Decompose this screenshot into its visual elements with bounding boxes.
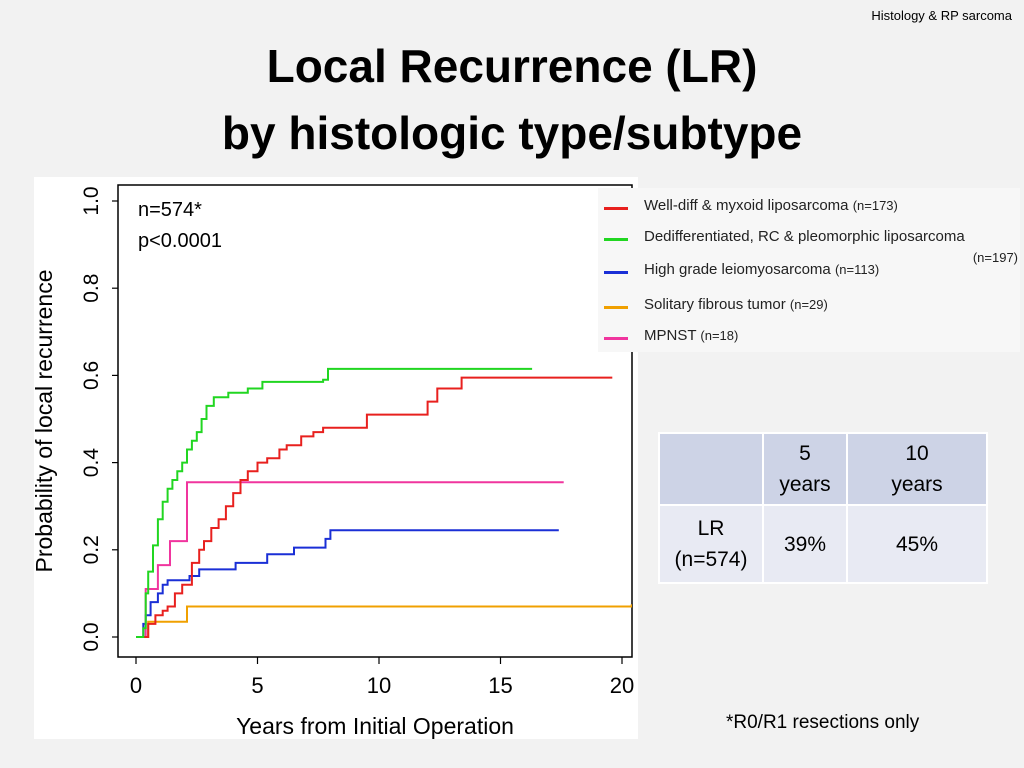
x-tick-label: 0 — [130, 673, 142, 698]
table-row: LR (n=574) 39% 45% — [658, 504, 988, 584]
legend-label: High grade leiomyosarcoma — [644, 261, 831, 278]
chart-annotation-n: n=574* — [138, 199, 202, 221]
legend-count: (n=18) — [700, 328, 739, 343]
x-tick-label: 5 — [251, 673, 263, 698]
y-tick-label: 1.0 — [80, 186, 103, 215]
slide-title-line1: Local Recurrence (LR) — [266, 40, 758, 92]
chart-background — [34, 177, 638, 739]
y-tick-label: 0.4 — [80, 448, 103, 478]
legend-count: (n=173) — [852, 198, 898, 213]
legend-label: Solitary fibrous tumor — [644, 296, 786, 313]
legend-count: (n=113) — [834, 262, 880, 277]
table-cell-5-years: 39% — [762, 504, 848, 584]
chart-annotation-p: p<0.0001 — [138, 230, 222, 252]
legend-count: (n=29) — [789, 297, 828, 312]
recurrence-chart: 0.0 0.2 0.4 0.6 0.8 1.0 0 5 10 15 20 n=574* p<0.0… — [34, 177, 638, 739]
slide-title-line2: by histologic type/subtype — [221, 107, 803, 159]
series-line-well-diff-myxoid-liposarcoma — [136, 376, 613, 638]
slide-corner-label: Histology & RP sarcoma — [871, 8, 1012, 23]
series-line-dedifferentiated-rc-pleomorphic-liposarcoma — [136, 367, 533, 638]
legend-swatch — [604, 207, 628, 210]
y-tick-label: 0.8 — [80, 274, 103, 303]
x-tick-label: 10 — [367, 673, 391, 698]
legend-swatch — [604, 271, 628, 274]
legend-swatch — [604, 306, 628, 309]
table-header-10-years: 10 years — [846, 432, 988, 506]
y-axis-label: Probability of local recurrence — [34, 270, 57, 573]
footnote: *R0/R1 resections only — [726, 712, 920, 733]
y-tick-label: 0.2 — [80, 535, 103, 564]
table-header-empty — [658, 432, 764, 506]
plot-frame — [117, 184, 633, 658]
chart-legend: Well-diff & myxoid liposarcoma (n=173) D… — [598, 188, 1020, 352]
legend-swatch — [604, 238, 628, 241]
legend-swatch — [604, 337, 628, 340]
series-line-high-grade-leiomyosarcoma — [136, 529, 559, 638]
table-header-5-years: 5 years — [762, 432, 848, 506]
y-tick-label: 0.6 — [80, 361, 103, 390]
x-axis-label: Years from Initial Operation — [236, 713, 514, 739]
table-cell-10-years: 45% — [846, 504, 988, 584]
x-tick-label: 15 — [488, 673, 512, 698]
x-tick-label: 20 — [610, 673, 634, 698]
table-row-label: LR (n=574) — [658, 504, 764, 584]
legend-label: Well-diff & myxoid liposarcoma — [644, 197, 849, 214]
lr-summary-table: 5 years 10 years LR (n=574) 39% 45% — [658, 432, 988, 584]
legend-label: MPNST — [644, 327, 697, 344]
legend-count: (n=197) — [972, 250, 1018, 265]
legend-label: Dedifferentiated, RC & pleomorphic lipos… — [644, 228, 965, 245]
y-tick-label: 0.0 — [80, 622, 103, 651]
